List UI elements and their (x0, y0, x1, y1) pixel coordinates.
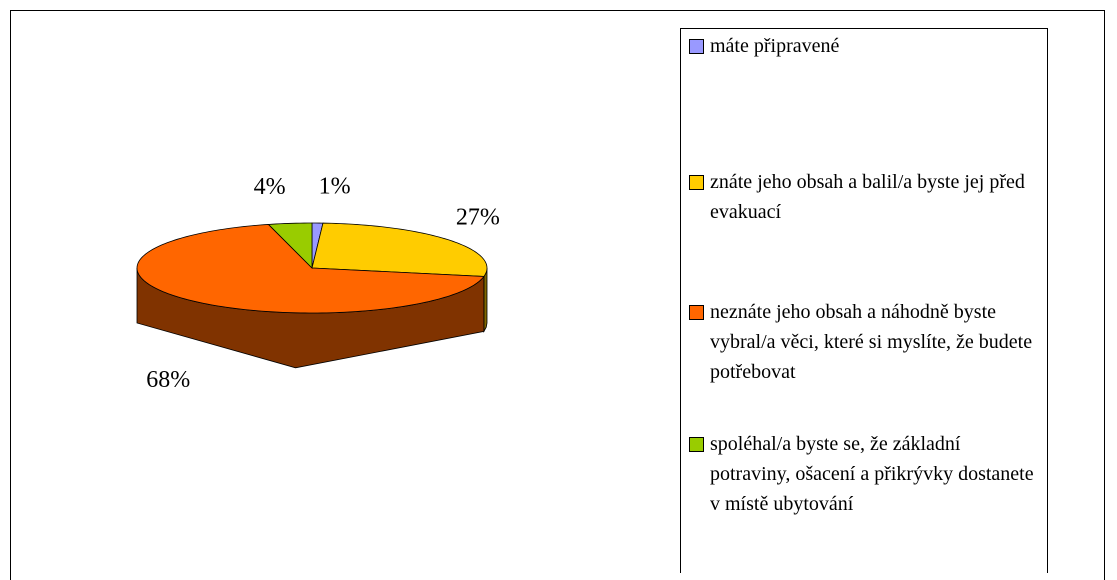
chart-frame (10, 10, 1105, 580)
legend: máte připravené znáte jeho obsah a balil/… (680, 28, 1048, 573)
data-label: 68% (146, 367, 190, 393)
slice (136, 224, 485, 314)
slice (311, 222, 488, 277)
legend-swatch (689, 39, 704, 54)
legend-label: znáte jeho obsah a balil/a byste jej pře… (710, 171, 1025, 223)
legend-label: spoléhal/a byste se, že základní potravi… (710, 433, 1034, 515)
slice (267, 222, 313, 269)
legend-item: spoléhal/a byste se, že základní potravi… (689, 429, 1044, 519)
legend-swatch (689, 437, 704, 452)
slice-side (483, 267, 488, 333)
legend-item: neznáte jeho obsah a náhodně byste vybra… (689, 297, 1044, 387)
data-label: 1% (319, 174, 351, 200)
legend-label: máte připravené (710, 35, 840, 57)
legend-label: neznáte jeho obsah a náhodně byste vybra… (710, 301, 1033, 383)
legend-item: znáte jeho obsah a balil/a byste jej pře… (689, 167, 1044, 227)
data-label: 4% (254, 174, 286, 200)
legend-swatch (689, 305, 704, 320)
legend-swatch (689, 175, 704, 190)
legend-item: máte připravené (689, 31, 1044, 61)
data-label: 27% (456, 204, 500, 230)
pie-chart: 1% 27% 68% 4% (136, 174, 500, 393)
